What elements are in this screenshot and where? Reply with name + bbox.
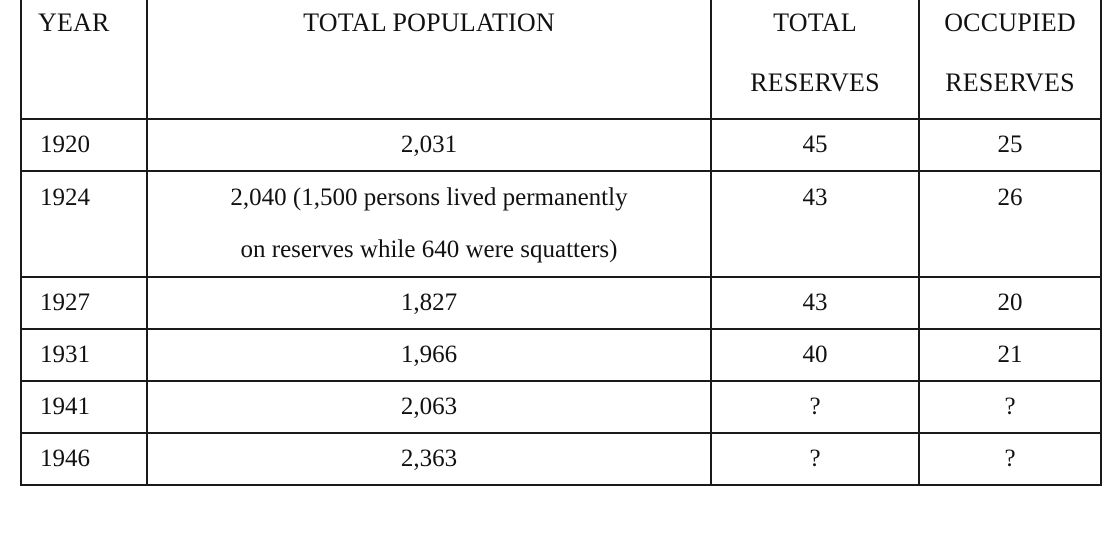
cell-population: 1,827 bbox=[146, 276, 712, 330]
cell-population: 2,031 bbox=[146, 118, 712, 172]
cell-population: 2,363 bbox=[146, 432, 712, 486]
cell-population-line1: 2,040 (1,500 persons lived permanently bbox=[230, 184, 628, 211]
cell-year: 1920 bbox=[20, 118, 148, 172]
table-row: 1924 2,040 (1,500 persons lived permanen… bbox=[20, 170, 1102, 278]
cell-occupied-reserves: 26 bbox=[918, 170, 1102, 278]
population-reserves-table-wrapper: YEAR TOTAL POPULATION TOTAL RESERVES OCC… bbox=[20, 0, 1102, 486]
cell-total-reserves: 43 bbox=[710, 276, 920, 330]
cell-population: 2,063 bbox=[146, 380, 712, 434]
cell-year-text: 1924 bbox=[40, 184, 90, 211]
cell-occupied-reserves: 21 bbox=[918, 328, 1102, 382]
population-reserves-table: YEAR TOTAL POPULATION TOTAL RESERVES OCC… bbox=[20, 0, 1102, 486]
header-total-reserves: TOTAL RESERVES bbox=[710, 0, 920, 120]
cell-population-line2: on reserves while 640 were squatters) bbox=[240, 236, 618, 263]
cell-occupied-reserves: ? bbox=[918, 432, 1102, 486]
cell-year: 1927 bbox=[20, 276, 148, 330]
table-row: 1946 2,363 ? ? bbox=[20, 432, 1102, 486]
header-year: YEAR bbox=[20, 0, 148, 120]
cell-total-reserves-text: 43 bbox=[802, 184, 828, 211]
cell-year: 1941 bbox=[20, 380, 148, 434]
cell-total-reserves: 43 bbox=[710, 170, 920, 278]
header-total-reserves-line1: TOTAL bbox=[773, 8, 857, 37]
header-occupied-reserves-line2: RESERVES bbox=[945, 68, 1075, 97]
header-total-population-label: TOTAL POPULATION bbox=[303, 8, 555, 37]
cell-total-reserves: 45 bbox=[710, 118, 920, 172]
table-row: 1927 1,827 43 20 bbox=[20, 276, 1102, 330]
cell-total-reserves: ? bbox=[710, 432, 920, 486]
cell-total-reserves: 40 bbox=[710, 328, 920, 382]
header-total-population: TOTAL POPULATION bbox=[146, 0, 712, 120]
cell-population: 1,966 bbox=[146, 328, 712, 382]
cell-year: 1946 bbox=[20, 432, 148, 486]
header-occupied-reserves: OCCUPIED RESERVES bbox=[918, 0, 1102, 120]
cell-occupied-reserves: 20 bbox=[918, 276, 1102, 330]
header-year-label: YEAR bbox=[38, 8, 110, 37]
cell-year: 1931 bbox=[20, 328, 148, 382]
cell-year: 1924 bbox=[20, 170, 148, 278]
cell-population: 2,040 (1,500 persons lived permanently o… bbox=[146, 170, 712, 278]
header-total-reserves-line2: RESERVES bbox=[750, 68, 880, 97]
cell-occupied-reserves: 25 bbox=[918, 118, 1102, 172]
table-row: 1931 1,966 40 21 bbox=[20, 328, 1102, 382]
cell-total-reserves: ? bbox=[710, 380, 920, 434]
table-header: YEAR TOTAL POPULATION TOTAL RESERVES OCC… bbox=[20, 0, 1102, 120]
table-row: 1941 2,063 ? ? bbox=[20, 380, 1102, 434]
header-occupied-reserves-line1: OCCUPIED bbox=[944, 8, 1076, 37]
cell-occupied-reserves: ? bbox=[918, 380, 1102, 434]
header-row: YEAR TOTAL POPULATION TOTAL RESERVES OCC… bbox=[20, 0, 1102, 120]
table-row: 1920 2,031 45 25 bbox=[20, 118, 1102, 172]
cell-occupied-reserves-text: 26 bbox=[997, 184, 1023, 211]
table-body: 1920 2,031 45 25 1924 2,040 (1,500 perso… bbox=[20, 118, 1102, 486]
